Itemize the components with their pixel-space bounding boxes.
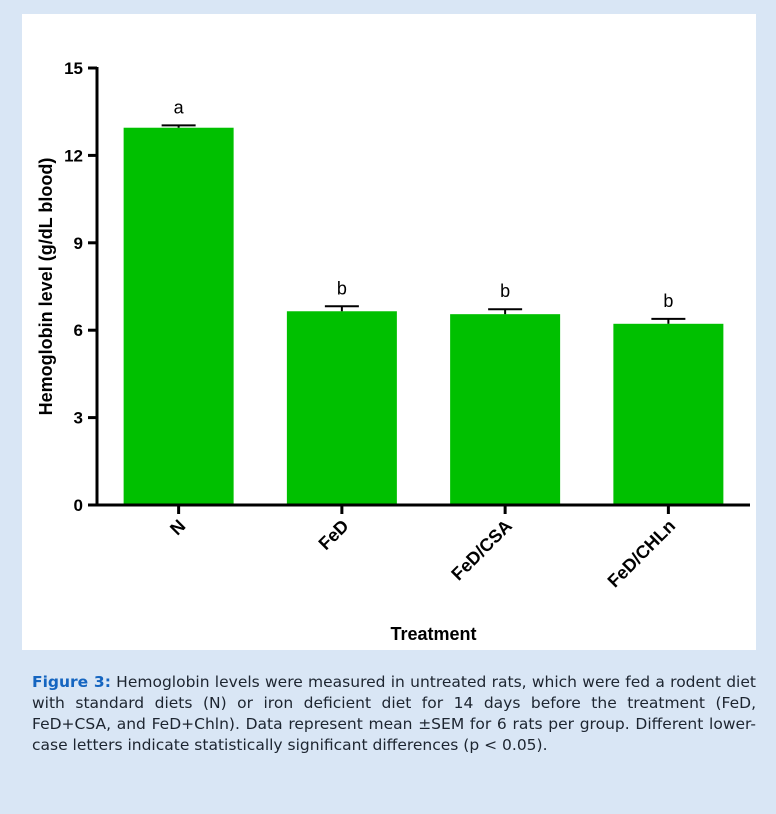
- y-axis-title: Hemoglobin level (g/dL blood): [36, 158, 56, 416]
- significance-letter: b: [500, 281, 510, 301]
- y-tick-label: 0: [74, 496, 83, 515]
- x-axis-title: Treatment: [390, 624, 476, 644]
- x-tick-label: FeD/CSA: [447, 516, 516, 585]
- figure-caption: Figure 3: Hemoglobin levels were measure…: [32, 672, 756, 756]
- bar: [450, 314, 561, 504]
- x-tick-label: FeD/CHLn: [604, 516, 680, 592]
- x-tick-label: N: [166, 516, 189, 539]
- bar: [123, 127, 234, 504]
- y-tick-label: 12: [64, 146, 83, 165]
- significance-letter: b: [663, 291, 673, 311]
- y-tick-label: 15: [64, 59, 83, 78]
- y-tick-label: 9: [74, 234, 83, 253]
- figure-label: Figure 3:: [32, 673, 111, 691]
- y-tick-label: 6: [74, 321, 83, 340]
- caption-text: Hemoglobin levels were measured in untre…: [32, 673, 756, 754]
- x-tick-label: FeD: [315, 516, 353, 554]
- significance-letter: b: [337, 278, 347, 298]
- y-tick-label: 3: [74, 409, 83, 428]
- bar: [613, 323, 724, 504]
- bar-chart: 0 3 6 9 12 15 Hemoglobin level (g/dL blood) a Nb…: [36, 59, 750, 644]
- significance-letter: a: [174, 97, 185, 117]
- bar: [286, 311, 397, 504]
